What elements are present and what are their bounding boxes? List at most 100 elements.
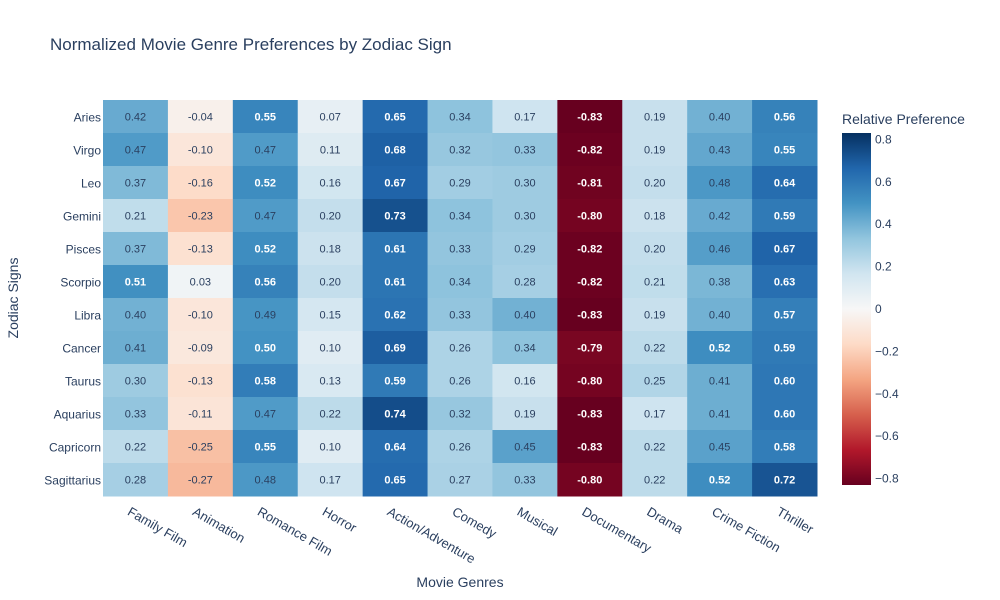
heatmap-cell-label: 0.52	[709, 475, 730, 487]
heatmap-cell-label: 0.52	[709, 343, 730, 355]
heatmap-cell-label: -0.04	[188, 112, 213, 124]
heatmap-cell-label: 0.59	[774, 211, 795, 223]
heatmap-cell-label: 0.29	[514, 244, 535, 256]
heatmap-cell-label: 0.49	[255, 310, 276, 322]
heatmap-cell	[297, 430, 364, 464]
heatmap-cell-label: -0.81	[577, 178, 602, 190]
heatmap-cell	[752, 364, 818, 398]
heatmap-cell	[427, 430, 493, 464]
heatmap-cell	[167, 133, 234, 167]
y-axis-tick-label: Aquarius	[54, 408, 101, 422]
y-axis-tick-label: Aries	[74, 111, 101, 125]
heatmap-cell	[492, 265, 558, 299]
heatmap-cell-label: 0.33	[514, 145, 535, 157]
colorbar-tick-label: 0	[875, 302, 882, 316]
heatmap-cell	[492, 364, 558, 398]
heatmap-cell	[622, 265, 688, 299]
heatmap-cell-label: 0.30	[514, 211, 535, 223]
heatmap-cell-label: 0.73	[384, 211, 405, 223]
heatmap-cell-label: -0.23	[188, 211, 213, 223]
heatmap-cell-label: 0.40	[125, 310, 146, 322]
heatmap-cell	[752, 331, 818, 365]
heatmap-cell-label: -0.16	[188, 178, 213, 190]
heatmap-cell	[752, 430, 818, 464]
heatmap-cell-label: 0.15	[319, 310, 340, 322]
heatmap-cell	[557, 298, 623, 332]
heatmap-cell-label: 0.16	[514, 376, 535, 388]
heatmap-cell	[297, 397, 364, 431]
heatmap-cell	[427, 199, 493, 233]
heatmap-cell-label: 0.69	[384, 343, 405, 355]
heatmap-cell-label: 0.48	[255, 475, 276, 487]
heatmap-cell-label: 0.60	[774, 376, 795, 388]
heatmap-cell	[103, 463, 169, 497]
heatmap-cell	[297, 100, 364, 134]
heatmap-cell	[687, 298, 753, 332]
heatmap-cell	[492, 430, 558, 464]
heatmap-cell	[557, 364, 623, 398]
colorbar-tick-label: −0.8	[875, 472, 899, 486]
heatmap-cell-label: -0.13	[188, 376, 213, 388]
heatmap-cell	[752, 232, 818, 266]
heatmap-cell	[362, 331, 429, 365]
heatmap-cell-labels: 0.42 -0.04 0.55 0.07 0.65 0.34 0.17 -0.83 0.19 0.…	[125, 112, 796, 487]
heatmap-cell	[752, 166, 818, 200]
heatmap-cell	[103, 331, 169, 365]
heatmap-cell-label: 0.19	[644, 145, 665, 157]
heatmap-cell	[492, 331, 558, 365]
heatmap-cell	[492, 199, 558, 233]
heatmap-cell-label: 0.41	[125, 343, 146, 355]
heatmap-cell-label: 0.33	[125, 409, 146, 421]
heatmap-cell-label: -0.13	[188, 244, 213, 256]
heatmap-cell-label: -0.11	[188, 409, 212, 421]
heatmap-cell	[752, 298, 818, 332]
heatmap-cell-label: 0.38	[709, 277, 730, 289]
heatmap-cell	[687, 133, 753, 167]
heatmap-cell-label: 0.52	[255, 178, 276, 190]
heatmap-cell-label: 0.34	[449, 112, 470, 124]
heatmap-cell	[752, 397, 818, 431]
heatmap-cell-label: 0.26	[449, 442, 470, 454]
heatmap-cell-label: -0.10	[188, 310, 213, 322]
heatmap-cell-label: 0.45	[709, 442, 730, 454]
heatmap-cell-label: -0.25	[188, 442, 213, 454]
heatmap-cell-label: 0.22	[319, 409, 340, 421]
y-axis-tick-label: Libra	[74, 309, 101, 323]
heatmap-cell-label: -0.83	[577, 409, 602, 421]
heatmap-cell	[557, 100, 623, 134]
heatmap-cell	[362, 364, 429, 398]
heatmap-cell-label: -0.82	[577, 244, 602, 256]
heatmap-cell-label: 0.28	[125, 475, 146, 487]
heatmap-cell-label: 0.48	[709, 178, 730, 190]
heatmap-cell-label: 0.33	[514, 475, 535, 487]
heatmap-cell	[232, 166, 299, 200]
heatmap-cell-label: 0.43	[709, 145, 730, 157]
heatmap-cell-label: 0.56	[255, 277, 276, 289]
x-axis-tick-label: Drama	[644, 504, 686, 537]
heatmap-cell	[232, 265, 299, 299]
colorbar-title: Relative Preference	[842, 111, 965, 127]
heatmap-cell-label: 0.18	[319, 244, 340, 256]
heatmap-cell	[622, 430, 688, 464]
heatmap-cell-label: 0.47	[255, 211, 276, 223]
heatmap-cell-label: 0.26	[449, 376, 470, 388]
heatmap-cell-label: -0.10	[188, 145, 213, 157]
heatmap-cell	[297, 298, 364, 332]
heatmap-cell-label: 0.65	[384, 475, 405, 487]
heatmap-cell-label: 0.18	[644, 211, 665, 223]
heatmap-cell-label: -0.80	[577, 376, 602, 388]
heatmap-cell-label: 0.50	[255, 343, 276, 355]
heatmap-cell	[622, 232, 688, 266]
heatmap-cell	[103, 166, 169, 200]
heatmap-cell-label: 0.47	[255, 409, 276, 421]
y-axis-tick-label: Pisces	[66, 243, 101, 257]
heatmap-cell-label: 0.10	[319, 343, 340, 355]
heatmap-cell	[427, 364, 493, 398]
heatmap-cell	[103, 232, 169, 266]
heatmap-cell	[427, 463, 493, 497]
heatmap-cell	[752, 199, 818, 233]
heatmap-cell	[297, 232, 364, 266]
heatmap-cell	[492, 298, 558, 332]
x-axis-tick-label: Thriller	[774, 504, 816, 537]
heatmap-cell	[232, 364, 299, 398]
